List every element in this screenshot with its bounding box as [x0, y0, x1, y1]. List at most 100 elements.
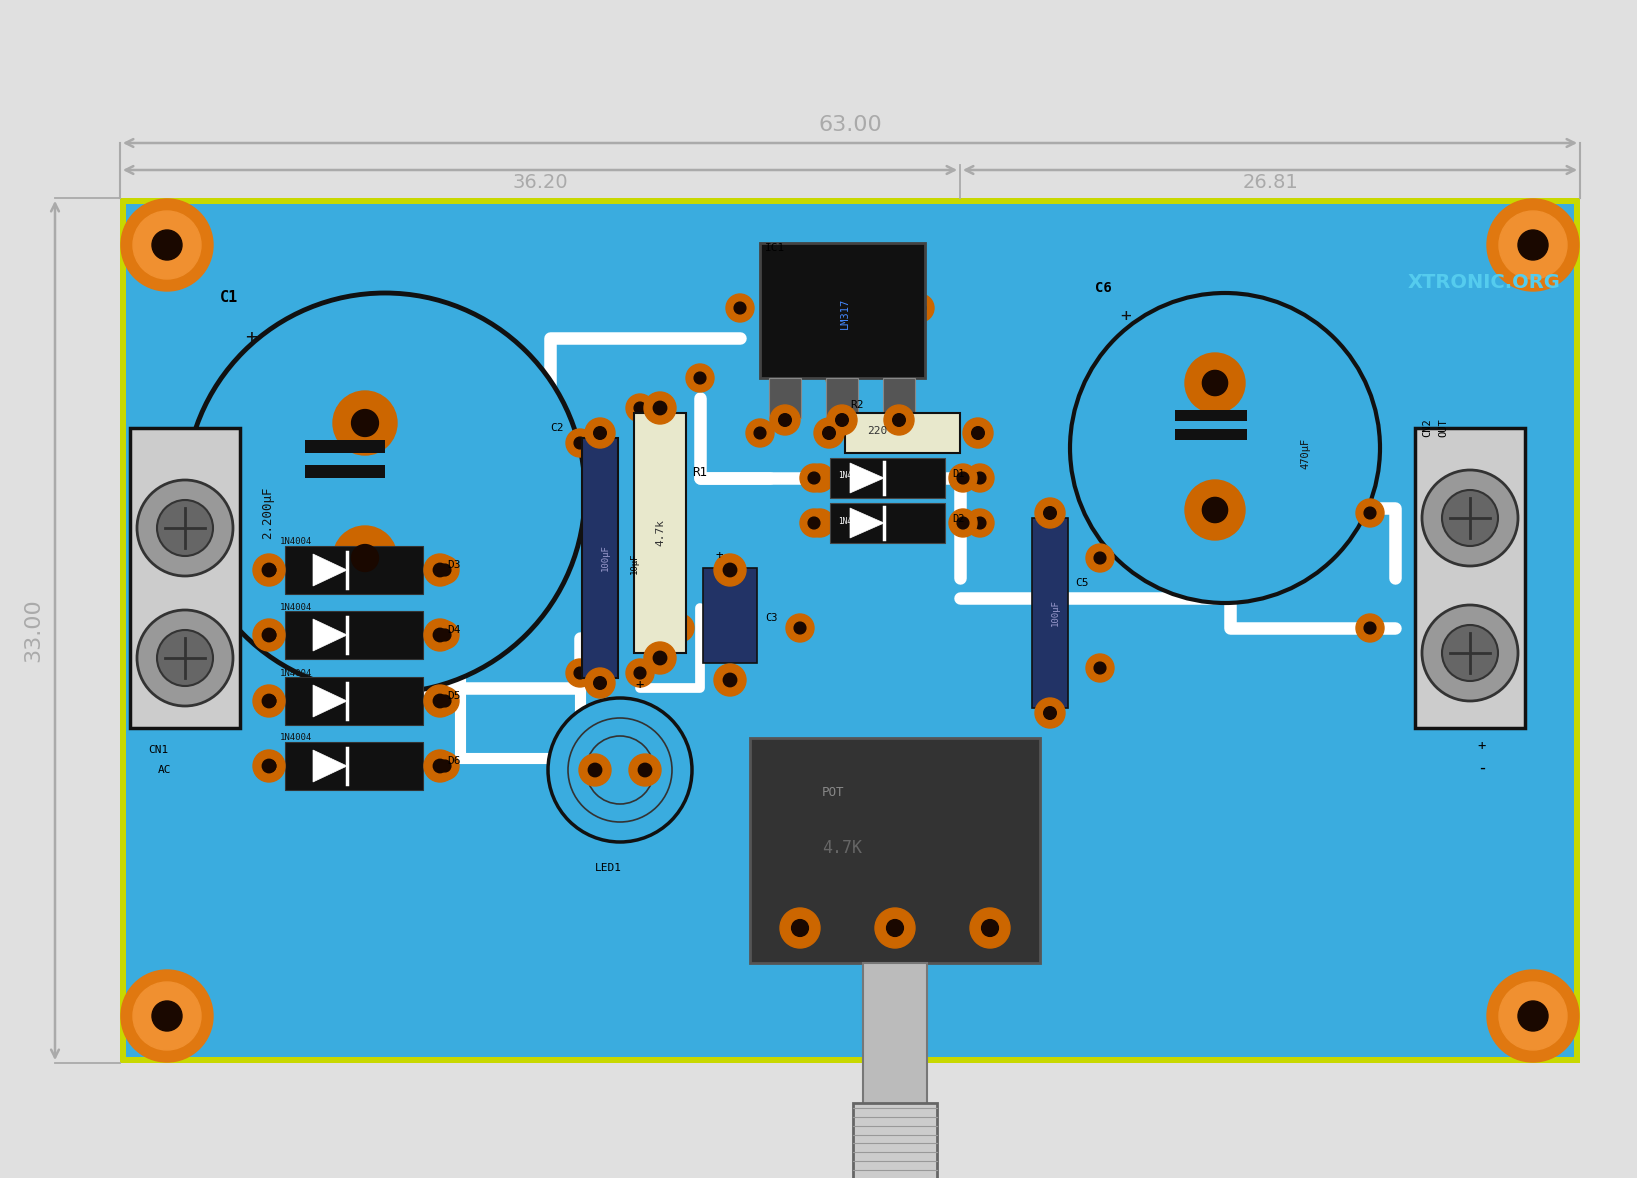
Circle shape — [724, 563, 737, 577]
Text: C6: C6 — [1095, 282, 1112, 294]
Circle shape — [1486, 199, 1580, 291]
Circle shape — [966, 464, 994, 492]
Circle shape — [792, 920, 809, 937]
Circle shape — [1423, 470, 1517, 565]
Text: D4: D4 — [447, 626, 460, 635]
Circle shape — [262, 628, 275, 642]
Circle shape — [1035, 699, 1066, 728]
Circle shape — [714, 554, 746, 585]
Circle shape — [794, 302, 805, 313]
Circle shape — [255, 752, 283, 780]
Text: +: + — [715, 549, 722, 563]
Circle shape — [431, 752, 458, 780]
Text: 1N4004: 1N4004 — [280, 602, 313, 611]
Polygon shape — [850, 463, 884, 494]
Text: 1N4004: 1N4004 — [280, 734, 313, 742]
Bar — [285, 677, 422, 724]
Circle shape — [855, 302, 866, 313]
Bar — [120, 198, 1580, 1063]
Circle shape — [352, 410, 378, 436]
Circle shape — [887, 920, 904, 937]
Circle shape — [352, 544, 378, 571]
Bar — [1414, 428, 1526, 728]
Circle shape — [653, 402, 666, 415]
Circle shape — [424, 750, 457, 782]
Circle shape — [254, 554, 285, 585]
Circle shape — [800, 509, 828, 537]
Circle shape — [566, 659, 594, 687]
Circle shape — [814, 472, 827, 484]
Text: R2: R2 — [850, 401, 863, 410]
Circle shape — [800, 464, 828, 492]
Circle shape — [439, 695, 450, 707]
Circle shape — [434, 563, 447, 577]
Circle shape — [548, 699, 692, 842]
Circle shape — [1364, 507, 1375, 518]
Circle shape — [974, 517, 985, 529]
Circle shape — [1442, 626, 1498, 681]
Text: OUT: OUT — [1437, 418, 1449, 437]
Circle shape — [439, 564, 450, 576]
Circle shape — [949, 509, 977, 537]
Circle shape — [431, 556, 458, 584]
Circle shape — [254, 750, 285, 782]
Text: D6: D6 — [447, 756, 460, 766]
Polygon shape — [313, 750, 347, 782]
Bar — [285, 742, 422, 790]
Bar — [583, 438, 619, 679]
Circle shape — [643, 642, 676, 674]
Text: 1N4004: 1N4004 — [280, 537, 313, 547]
Circle shape — [255, 687, 283, 715]
Text: +: + — [246, 329, 257, 348]
Circle shape — [755, 428, 766, 439]
Bar — [750, 737, 1039, 962]
Circle shape — [264, 760, 277, 772]
Circle shape — [876, 908, 915, 948]
Circle shape — [905, 294, 935, 322]
Circle shape — [724, 674, 737, 687]
Text: XTRONIC.ORG: XTRONIC.ORG — [1408, 273, 1560, 292]
Text: R1: R1 — [692, 466, 707, 479]
Circle shape — [588, 763, 602, 776]
Bar — [845, 413, 959, 454]
Circle shape — [769, 405, 800, 435]
Text: 470μF: 470μF — [1300, 437, 1310, 469]
Text: D2: D2 — [953, 514, 964, 524]
Polygon shape — [850, 508, 884, 538]
Circle shape — [185, 293, 584, 693]
Text: IC1: IC1 — [764, 243, 786, 253]
Bar — [634, 413, 686, 653]
Circle shape — [638, 763, 652, 776]
Circle shape — [431, 621, 458, 649]
Circle shape — [1517, 230, 1549, 260]
Circle shape — [1499, 982, 1567, 1050]
Circle shape — [786, 614, 814, 642]
Circle shape — [725, 294, 755, 322]
Text: 4.7k: 4.7k — [655, 519, 665, 547]
Text: 100μF: 100μF — [601, 544, 609, 571]
Circle shape — [629, 754, 661, 786]
Circle shape — [1085, 544, 1115, 573]
Circle shape — [958, 517, 969, 529]
Circle shape — [1185, 479, 1246, 540]
Bar — [129, 428, 241, 728]
Circle shape — [121, 199, 213, 291]
Polygon shape — [313, 554, 347, 585]
Circle shape — [827, 405, 858, 435]
Circle shape — [892, 413, 905, 426]
Bar — [830, 458, 945, 498]
Circle shape — [264, 564, 277, 576]
Circle shape — [958, 472, 969, 484]
Bar — [1175, 429, 1247, 441]
Circle shape — [431, 687, 458, 715]
Text: +: + — [1120, 307, 1131, 325]
Circle shape — [674, 622, 686, 634]
Circle shape — [1044, 507, 1056, 519]
Circle shape — [963, 418, 994, 448]
Text: -: - — [1477, 759, 1486, 777]
Text: +: + — [635, 679, 643, 691]
Bar — [830, 503, 945, 543]
Text: C5: C5 — [1076, 578, 1089, 588]
Bar — [882, 378, 915, 418]
Circle shape — [121, 969, 213, 1063]
